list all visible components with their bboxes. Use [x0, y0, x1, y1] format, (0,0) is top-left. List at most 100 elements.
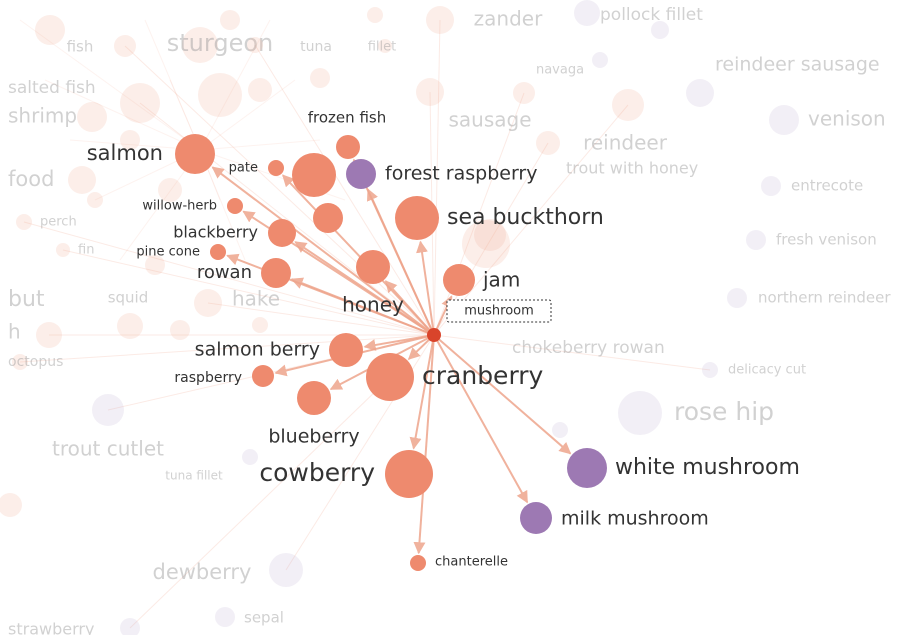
- node-label-sea-buckthorn: sea buckthorn: [447, 205, 604, 230]
- background-node-label: h: [8, 320, 21, 344]
- node-cranberry[interactable]: [366, 353, 414, 401]
- focus-node-group: mushroom: [427, 299, 552, 342]
- background-node[interactable]: [513, 82, 535, 104]
- background-node-label: fish: [67, 38, 94, 56]
- background-edge: [19, 19, 201, 151]
- background-edges: [19, 19, 711, 629]
- background-node[interactable]: [378, 39, 392, 53]
- background-node[interactable]: [68, 166, 96, 194]
- node-salmon-berry[interactable]: [329, 333, 363, 367]
- background-node[interactable]: [426, 6, 454, 34]
- node-pine-cone[interactable]: [210, 244, 226, 260]
- background-node[interactable]: [77, 102, 107, 132]
- background-node[interactable]: [242, 449, 258, 465]
- background-node[interactable]: [416, 78, 444, 106]
- node-honey[interactable]: [356, 250, 390, 284]
- background-node[interactable]: [618, 391, 662, 435]
- background-node[interactable]: [117, 313, 143, 339]
- background-node[interactable]: [114, 35, 136, 57]
- background-node[interactable]: [36, 322, 62, 348]
- background-node[interactable]: [612, 89, 644, 121]
- background-node-label: entrecote: [791, 177, 863, 195]
- node-cowberry[interactable]: [385, 450, 433, 498]
- background-node[interactable]: [574, 0, 600, 26]
- node-milk-mushroom[interactable]: [520, 502, 552, 534]
- background-node: [474, 219, 506, 251]
- background-edge: [433, 92, 525, 336]
- background-edge: [199, 79, 296, 151]
- graph-node[interactable]: [313, 203, 343, 233]
- background-node[interactable]: [769, 105, 799, 135]
- background-node[interactable]: [702, 362, 718, 378]
- background-node-label: sepal: [244, 609, 284, 627]
- node-blackberry[interactable]: [268, 219, 296, 247]
- background-node[interactable]: [56, 243, 70, 257]
- node-label-salmon: salmon: [87, 141, 163, 165]
- node-jam[interactable]: [443, 264, 475, 296]
- focus-node[interactable]: [427, 328, 441, 342]
- background-node-label: shrimp: [8, 104, 77, 128]
- edge-honey: [384, 280, 435, 336]
- background-node[interactable]: [182, 27, 218, 63]
- background-node: [592, 52, 608, 68]
- node-label-pine-cone: pine cone: [136, 245, 200, 260]
- background-node-label: delicacy cut: [728, 363, 806, 378]
- node-label-chanterelle: chanterelle: [435, 555, 508, 570]
- background-node[interactable]: [746, 230, 766, 250]
- node-willow-herb[interactable]: [227, 198, 243, 214]
- node-pate[interactable]: [268, 160, 284, 176]
- background-node: [198, 73, 242, 117]
- edge-salmon: [211, 166, 435, 336]
- node-sea-buckthorn[interactable]: [395, 196, 439, 240]
- background-node[interactable]: [686, 79, 714, 107]
- node-salmon[interactable]: [175, 134, 215, 174]
- node-label-white-mushroom: white mushroom: [615, 455, 800, 480]
- background-node[interactable]: [247, 37, 263, 53]
- background-node: [248, 78, 272, 102]
- background-node[interactable]: [269, 553, 303, 587]
- background-node-label: reindeer: [583, 131, 668, 155]
- background-node[interactable]: [761, 176, 781, 196]
- background-node-label: fresh venison: [776, 231, 877, 249]
- background-node[interactable]: [120, 83, 160, 123]
- background-node-label: trout cutlet: [52, 437, 164, 461]
- background-node-label: northern reindeer: [758, 289, 891, 307]
- node-blueberry[interactable]: [297, 381, 331, 415]
- background-node[interactable]: [194, 289, 222, 317]
- background-node: [87, 192, 103, 208]
- background-node-label: salted fish: [8, 78, 96, 98]
- node-frozen-fish[interactable]: [336, 135, 360, 159]
- node-chanterelle[interactable]: [410, 555, 426, 571]
- background-edge: [144, 19, 201, 151]
- node-forest-raspberry[interactable]: [346, 159, 376, 189]
- background-node: [651, 21, 669, 39]
- background-node[interactable]: [462, 220, 510, 268]
- node-label-cranberry: cranberry: [422, 361, 544, 390]
- background-node[interactable]: [120, 618, 140, 635]
- background-node[interactable]: [727, 288, 747, 308]
- background-node[interactable]: [92, 394, 124, 426]
- node-white-mushroom[interactable]: [567, 448, 607, 488]
- background-node[interactable]: [170, 320, 190, 340]
- background-node: [0, 493, 22, 517]
- background-node: [367, 7, 383, 23]
- graph-node[interactable]: [292, 153, 336, 197]
- background-node[interactable]: [215, 607, 235, 627]
- background-node: [552, 422, 568, 438]
- background-edge: [199, 19, 271, 151]
- edge-blackberry: [294, 241, 435, 336]
- node-label-forest-raspberry: forest raspberry: [385, 163, 537, 185]
- edge-sea-buckthorn: [416, 240, 435, 336]
- background-node[interactable]: [16, 214, 32, 230]
- node-label-milk-mushroom: milk mushroom: [561, 508, 709, 530]
- background-node[interactable]: [536, 131, 560, 155]
- background-node[interactable]: [12, 354, 28, 370]
- node-label-pate: pate: [229, 161, 258, 176]
- node-label-jam: jam: [482, 268, 520, 292]
- node-rowan[interactable]: [261, 258, 291, 288]
- background-node-label: venison: [808, 107, 886, 131]
- edge-rowan: [290, 277, 435, 336]
- node-raspberry[interactable]: [252, 365, 274, 387]
- background-node-label: but: [8, 287, 45, 312]
